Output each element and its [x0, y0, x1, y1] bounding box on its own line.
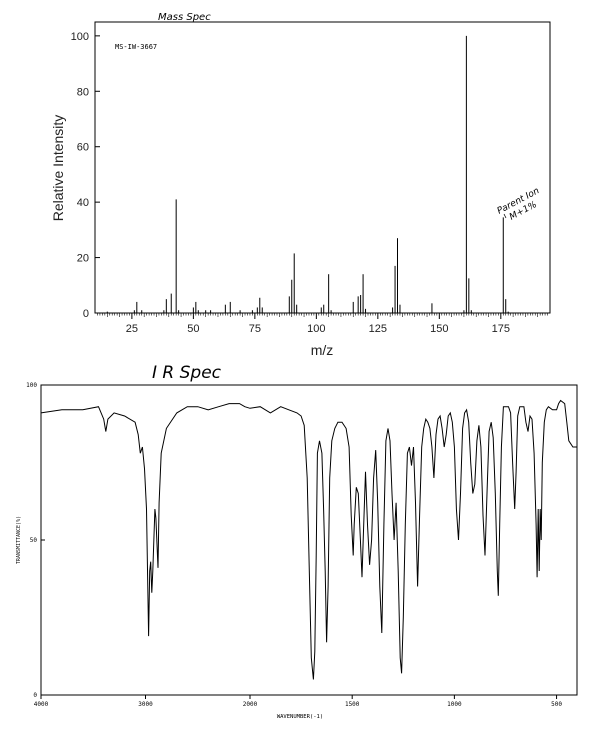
ms-x-tick-label: 150 — [430, 323, 448, 335]
ms-x-axis: 25 50 75 100 125 150 175 — [126, 313, 510, 335]
ms-x-axis-label: m/z — [311, 342, 334, 358]
ms-minor-ticks — [97, 313, 548, 317]
mass-spec-title: Mass Spec — [158, 12, 211, 23]
ms-sample-id: MS-IW-3667 — [115, 43, 157, 51]
ms-y-tick-label: 60 — [77, 142, 89, 154]
ms-x-tick-label: 50 — [187, 323, 199, 335]
ms-y-tick-label: 40 — [77, 197, 89, 209]
ms-x-tick-label: 75 — [249, 323, 261, 335]
ir-x-tick-label: 4000 — [34, 701, 49, 708]
parent-ion-arrow — [503, 213, 507, 219]
ms-x-tick-label: 125 — [369, 323, 387, 335]
ir-y-tick-label: 100 — [26, 382, 37, 389]
ms-y-axis-label: Relative Intensity — [50, 115, 66, 222]
ms-peaks — [106, 35, 509, 313]
ir-transmittance-series — [40, 399, 577, 680]
ms-plot-frame — [94, 21, 551, 314]
ir-x-tick-label: 2000 — [243, 701, 258, 708]
ir-x-axis: 4000 3000 2000 1500 1000 500 — [34, 695, 562, 708]
ms-x-tick-label: 100 — [307, 323, 325, 335]
ms-x-tick-label: 25 — [126, 323, 138, 335]
ir-x-tick-label: 1000 — [447, 701, 462, 708]
ms-y-tick-label: 0 — [83, 308, 89, 320]
ms-y-axis: 0 20 40 60 80 100 — [71, 31, 100, 320]
ir-spec-chart: 0 50 100 4000 3000 2000 1500 1000 500 TRANSMITT… — [16, 382, 578, 720]
ir-y-tick-label: 0 — [33, 692, 37, 699]
ir-x-tick-label: 500 — [551, 701, 562, 708]
ir-x-tick-label: 1500 — [345, 701, 360, 708]
mass-spec-chart: MS-IW-3667 0 20 40 60 80 100 25 50 75 100 125 150 1… — [50, 21, 551, 358]
ir-y-axis: 0 50 100 — [26, 382, 45, 699]
ir-spec-title: I R Spec — [152, 363, 222, 383]
ms-y-tick-label: 80 — [77, 86, 89, 98]
ms-y-tick-label: 100 — [71, 31, 89, 43]
ms-y-tick-label: 20 — [77, 253, 89, 265]
ir-x-axis-label: WAVENUMBER(-1) — [277, 714, 323, 720]
ir-y-tick-label: 50 — [30, 537, 38, 544]
ir-y-axis-label: TRANSMITTANCE(%) — [16, 516, 22, 564]
ms-x-tick-label: 175 — [492, 323, 510, 335]
ir-x-tick-label: 3000 — [138, 701, 153, 708]
